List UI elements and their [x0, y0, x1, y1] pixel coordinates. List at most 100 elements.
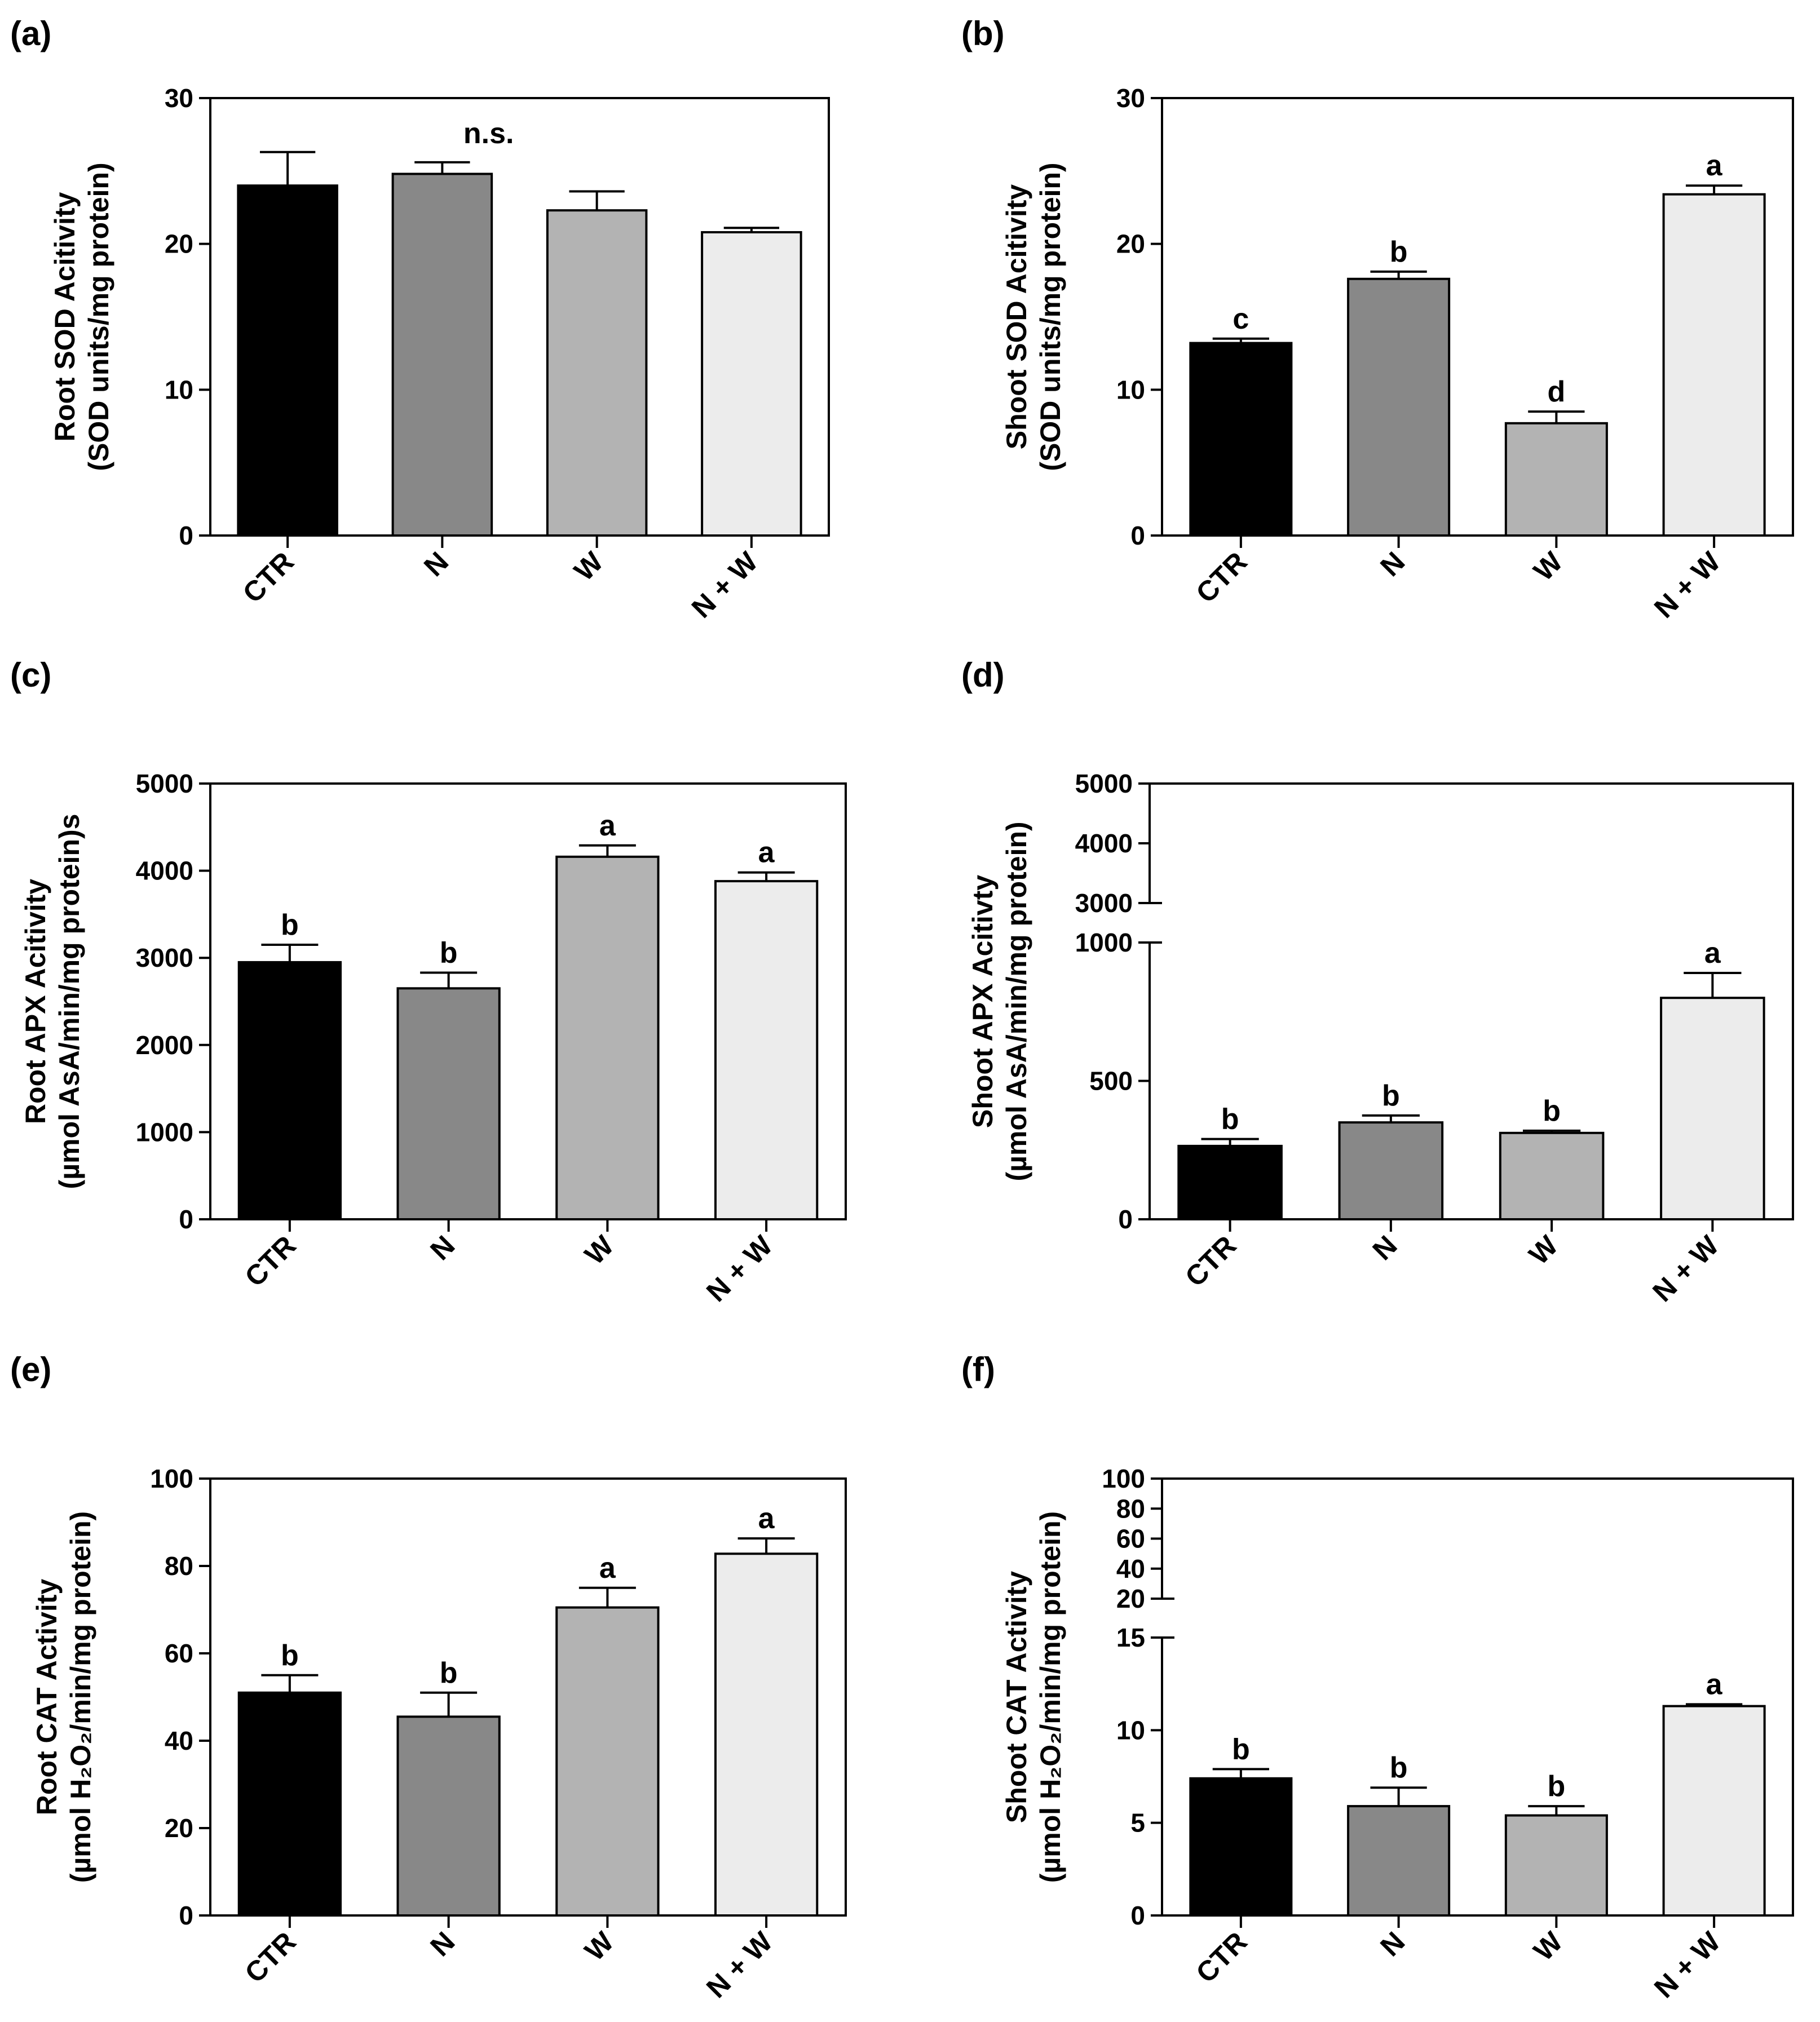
y-axis-label: Root APX Acitivity — [20, 879, 51, 1124]
panel-letter: (d) — [961, 656, 1005, 694]
x-tick-label: CTR — [1179, 1229, 1242, 1293]
y-tick-label: 0 — [179, 521, 193, 550]
y-axis-label: (SOD units/mg protein) — [83, 162, 114, 471]
x-tick-label: W — [578, 1229, 620, 1271]
plot-frame — [209, 97, 830, 537]
y-tick-label: 20 — [1116, 229, 1145, 259]
y-tick-label: 3000 — [1075, 888, 1133, 918]
y-tick-label: 15 — [1116, 1623, 1145, 1652]
bar-nplusw — [714, 880, 819, 1220]
x-tick-label: N + W — [686, 546, 764, 624]
panel-letter: (a) — [10, 15, 51, 52]
bar-nplusw — [1660, 997, 1765, 1220]
y-tick-label: 100 — [1102, 1464, 1145, 1493]
y-tick-label: 100 — [150, 1464, 193, 1493]
x-tick-label: N + W — [700, 1229, 779, 1308]
plot-frame — [209, 782, 847, 1220]
bar-w — [546, 209, 648, 537]
significance-letter: a — [758, 837, 775, 869]
bar-n — [1338, 1121, 1444, 1221]
y-tick-label: 20 — [1116, 1584, 1145, 1613]
significance-letter: b — [1221, 1103, 1239, 1136]
y-tick-label: 1000 — [1075, 928, 1133, 957]
y-tick-label: 0 — [179, 1901, 193, 1930]
y-tick-label: 10 — [165, 375, 193, 404]
significance-letter: a — [758, 1502, 775, 1535]
x-tick-label: N — [1367, 1229, 1403, 1266]
bar-n — [1347, 1805, 1451, 1917]
x-tick-label: CTR — [237, 546, 300, 609]
x-tick-label: N — [1374, 1926, 1411, 1962]
chart-panel-5: (e) 0 20 40 60 80 100 b CTR b Na Wa N + W Root CAT Ac… — [10, 1351, 847, 2004]
significance-letter: b — [1547, 1770, 1565, 1803]
y-tick-label: 60 — [1116, 1524, 1145, 1554]
y-tick-label: 5 — [1130, 1808, 1145, 1838]
y-tick-label: 10 — [1116, 375, 1145, 404]
y-tick-label: 3000 — [136, 943, 193, 972]
y-tick-label: 60 — [165, 1639, 193, 1668]
bar-ctr — [237, 1691, 342, 1917]
panel-letter: (f) — [961, 1351, 995, 1388]
significance-letter: c — [1233, 303, 1249, 335]
y-tick-label: 30 — [1116, 83, 1145, 113]
y-tick-label: 0 — [179, 1205, 193, 1234]
y-axis-label: (µmol AsA/min/mg protein) — [1001, 821, 1032, 1181]
x-tick-label: W — [1527, 1926, 1569, 1967]
y-tick-label: 5000 — [136, 769, 193, 798]
bar-ctr — [1177, 1144, 1283, 1221]
chart-panels: (a) 0 10 20 30 CTR N W N + W n.s. Root SOD Acitivi… — [10, 15, 1794, 2004]
y-tick-label: 80 — [165, 1551, 193, 1581]
y-axis-label: (µmol AsA/min/mg protein)s — [54, 814, 85, 1189]
bar-nplusw — [701, 231, 802, 537]
significance-letter: a — [1704, 937, 1721, 970]
bar-n — [1347, 277, 1451, 537]
x-tick-label: CTR — [1190, 546, 1253, 609]
y-tick-label: 40 — [165, 1726, 193, 1755]
x-tick-label: N — [424, 1926, 461, 1962]
y-axis-label: (SOD units/mg protein) — [1035, 162, 1066, 471]
annotation-label: n.s. — [463, 117, 514, 150]
y-tick-label: 5000 — [1075, 769, 1133, 798]
y-axis-label: (µmol H₂O₂/min/mg protein) — [65, 1511, 96, 1883]
x-tick-label: W — [578, 1926, 620, 1967]
panel-letter: (b) — [961, 15, 1005, 52]
bar-ctr — [1189, 1777, 1293, 1917]
significance-letter: b — [281, 1639, 299, 1672]
x-tick-label: N + W — [1648, 1926, 1726, 2004]
x-tick-label: W — [1523, 1229, 1565, 1271]
bar-w — [1499, 1131, 1605, 1220]
y-tick-label: 80 — [1116, 1494, 1145, 1523]
y-tick-label: 20 — [165, 1813, 193, 1843]
chart-panel-1: (a) 0 10 20 30 CTR N W N + W n.s. Root SOD Acitivi… — [10, 15, 830, 624]
significance-letter: a — [1706, 149, 1723, 182]
y-axis-label: Root SOD Acitivity — [49, 192, 81, 442]
x-tick-label: CTR — [238, 1229, 302, 1293]
y-axis-label: Root CAT Activity — [31, 1579, 63, 1816]
significance-letter: b — [1390, 236, 1408, 268]
significance-letter: a — [1706, 1668, 1723, 1701]
significance-letter: b — [1543, 1095, 1561, 1127]
panel-letter: (e) — [10, 1351, 51, 1388]
y-tick-label: 30 — [165, 83, 193, 113]
bar-w — [1504, 422, 1608, 537]
chart-panel-2: (b) 0 10 20 30 c CTR b Nd Wa N + W Shoot SOD Acitiv… — [961, 15, 1794, 624]
x-tick-label: N — [1374, 546, 1411, 582]
significance-letter: a — [599, 809, 616, 842]
y-axis-label: (µmol H₂O₂/min/mg protein) — [1035, 1511, 1066, 1883]
bar-w — [1504, 1814, 1608, 1917]
x-tick-label: N — [418, 546, 454, 582]
y-tick-label: 0 — [1130, 521, 1145, 550]
plot-frame — [1148, 782, 1794, 1220]
y-tick-label: 2000 — [136, 1030, 193, 1060]
y-tick-label: 1000 — [136, 1117, 193, 1147]
chart-panel-4: (d) 0 500 1000 3000 4000 5000 b CTR b Nb Wa N + W Sho… — [961, 656, 1794, 1308]
plot-frame — [1161, 97, 1794, 537]
significance-letter: b — [1232, 1733, 1250, 1766]
x-tick-label: W — [568, 546, 609, 587]
bar-nplusw — [1662, 1705, 1766, 1917]
y-tick-label: 4000 — [136, 856, 193, 886]
y-tick-label: 10 — [1116, 1715, 1145, 1745]
y-tick-label: 4000 — [1075, 829, 1133, 858]
